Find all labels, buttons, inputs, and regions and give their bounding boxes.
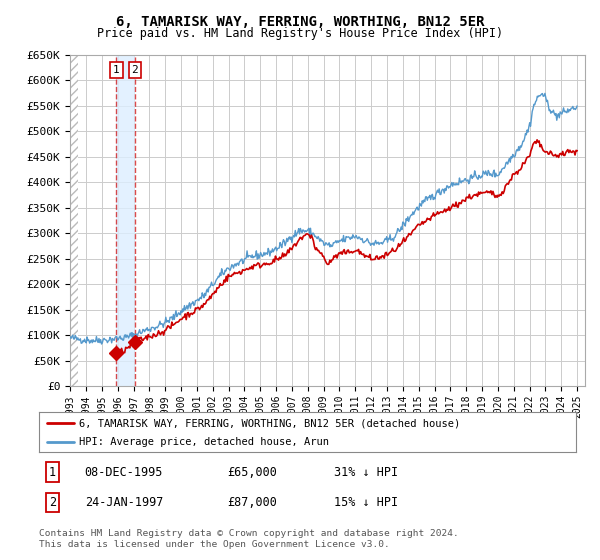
Text: 6, TAMARISK WAY, FERRING, WORTHING, BN12 5ER (detached house): 6, TAMARISK WAY, FERRING, WORTHING, BN12… bbox=[79, 418, 461, 428]
Text: 1: 1 bbox=[49, 465, 56, 479]
Text: 1: 1 bbox=[113, 65, 120, 75]
Text: HPI: Average price, detached house, Arun: HPI: Average price, detached house, Arun bbox=[79, 437, 329, 446]
Text: £65,000: £65,000 bbox=[227, 465, 277, 479]
Text: 08-DEC-1995: 08-DEC-1995 bbox=[85, 465, 163, 479]
Text: £87,000: £87,000 bbox=[227, 496, 277, 509]
Text: Price paid vs. HM Land Registry's House Price Index (HPI): Price paid vs. HM Land Registry's House … bbox=[97, 27, 503, 40]
Text: 2: 2 bbox=[49, 496, 56, 509]
Text: 24-JAN-1997: 24-JAN-1997 bbox=[85, 496, 163, 509]
Text: 6, TAMARISK WAY, FERRING, WORTHING, BN12 5ER: 6, TAMARISK WAY, FERRING, WORTHING, BN12… bbox=[116, 15, 484, 29]
Text: 2: 2 bbox=[131, 65, 138, 75]
Bar bbox=[70, 55, 78, 386]
Text: Contains HM Land Registry data © Crown copyright and database right 2024.
This d: Contains HM Land Registry data © Crown c… bbox=[39, 529, 459, 549]
Text: 31% ↓ HPI: 31% ↓ HPI bbox=[334, 465, 398, 479]
Text: 15% ↓ HPI: 15% ↓ HPI bbox=[334, 496, 398, 509]
Bar bbox=[116, 55, 134, 386]
